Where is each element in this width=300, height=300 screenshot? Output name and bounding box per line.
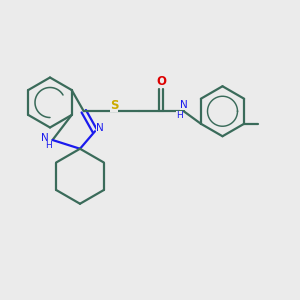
Text: S: S bbox=[110, 99, 118, 112]
Text: H: H bbox=[176, 111, 183, 120]
Text: H: H bbox=[45, 141, 52, 150]
Text: O: O bbox=[156, 75, 166, 88]
Text: N: N bbox=[180, 100, 188, 110]
Text: N: N bbox=[40, 133, 48, 143]
Text: N: N bbox=[96, 123, 104, 133]
